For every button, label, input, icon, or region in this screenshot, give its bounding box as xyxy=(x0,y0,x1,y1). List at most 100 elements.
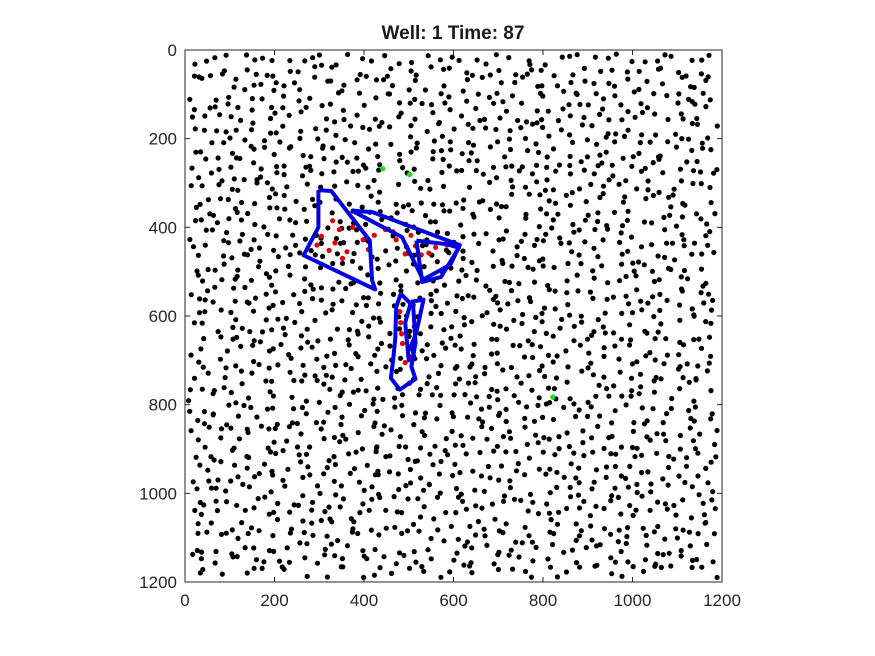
background-point xyxy=(503,108,510,114)
background-point xyxy=(629,310,636,316)
background-point xyxy=(577,564,583,570)
background-point xyxy=(340,496,346,502)
background-point xyxy=(588,523,594,529)
background-point xyxy=(428,298,434,304)
x-tick-label: 200 xyxy=(260,591,288,610)
background-point xyxy=(494,388,500,394)
background-point xyxy=(353,449,359,455)
background-point xyxy=(684,361,690,367)
background-point xyxy=(625,559,631,565)
background-point xyxy=(318,240,324,246)
background-point xyxy=(259,55,266,61)
background-point xyxy=(219,571,225,577)
background-point xyxy=(556,509,562,515)
background-point xyxy=(228,389,234,396)
background-point xyxy=(567,162,573,169)
background-point xyxy=(589,123,595,129)
background-point xyxy=(421,568,427,575)
background-point xyxy=(494,90,500,96)
background-point xyxy=(355,182,361,188)
background-point xyxy=(415,280,421,286)
background-point xyxy=(315,136,321,142)
background-point xyxy=(703,519,709,526)
background-point xyxy=(626,342,633,348)
background-point xyxy=(580,440,586,446)
highlight-point xyxy=(336,226,342,233)
background-point xyxy=(535,440,541,446)
background-point xyxy=(333,62,339,68)
background-point xyxy=(212,267,218,273)
background-point xyxy=(508,547,514,553)
background-point xyxy=(348,123,354,129)
background-point xyxy=(689,147,695,153)
background-point xyxy=(266,194,273,201)
x-tick-label: 1200 xyxy=(703,591,741,610)
background-point xyxy=(681,237,687,243)
background-point xyxy=(425,177,431,184)
background-point xyxy=(432,219,438,225)
background-point xyxy=(231,84,237,90)
background-point xyxy=(244,465,250,471)
background-point xyxy=(513,448,519,455)
background-point xyxy=(692,446,699,452)
background-point xyxy=(309,196,316,202)
background-point xyxy=(333,362,339,368)
background-point xyxy=(536,395,542,401)
background-point xyxy=(424,342,430,348)
background-point xyxy=(498,80,504,86)
background-point xyxy=(575,288,581,294)
highlight-point xyxy=(360,237,366,243)
background-point xyxy=(317,265,324,271)
background-point xyxy=(463,451,469,457)
background-point xyxy=(423,356,430,362)
background-point xyxy=(302,555,308,561)
background-point xyxy=(565,260,571,267)
background-point xyxy=(547,490,553,496)
background-point xyxy=(678,111,684,117)
background-point xyxy=(458,222,464,228)
background-point xyxy=(307,95,313,101)
background-point xyxy=(578,159,584,165)
region-outline xyxy=(403,297,426,363)
background-point xyxy=(439,169,445,175)
background-point xyxy=(222,375,228,381)
background-point xyxy=(540,414,546,420)
background-point xyxy=(612,485,618,491)
background-point xyxy=(372,352,378,358)
background-point xyxy=(261,224,267,230)
background-point xyxy=(546,133,552,139)
background-point xyxy=(250,342,256,348)
background-point xyxy=(215,329,221,335)
background-point xyxy=(505,301,511,307)
background-point xyxy=(340,432,346,438)
background-point xyxy=(582,217,589,223)
background-point xyxy=(709,497,715,503)
background-point xyxy=(466,140,472,146)
background-point xyxy=(256,264,262,270)
background-point xyxy=(522,184,529,190)
background-point xyxy=(199,386,205,392)
background-point xyxy=(269,378,275,384)
background-point xyxy=(552,306,558,312)
background-point xyxy=(695,531,701,537)
background-point xyxy=(623,293,629,299)
background-point xyxy=(644,542,650,548)
background-point xyxy=(529,342,535,348)
background-point xyxy=(481,488,487,494)
background-point xyxy=(542,373,548,380)
background-point xyxy=(472,487,478,493)
background-point xyxy=(187,96,193,102)
background-point xyxy=(448,335,454,341)
background-point xyxy=(638,384,644,390)
background-point xyxy=(677,302,683,308)
background-point xyxy=(494,350,500,356)
background-point xyxy=(474,267,480,274)
background-point xyxy=(404,227,410,233)
background-point xyxy=(642,59,648,65)
background-point xyxy=(464,77,470,83)
background-point xyxy=(679,74,685,80)
background-point xyxy=(235,104,241,111)
background-point xyxy=(634,359,640,365)
background-point xyxy=(304,181,310,187)
background-point xyxy=(205,467,211,473)
